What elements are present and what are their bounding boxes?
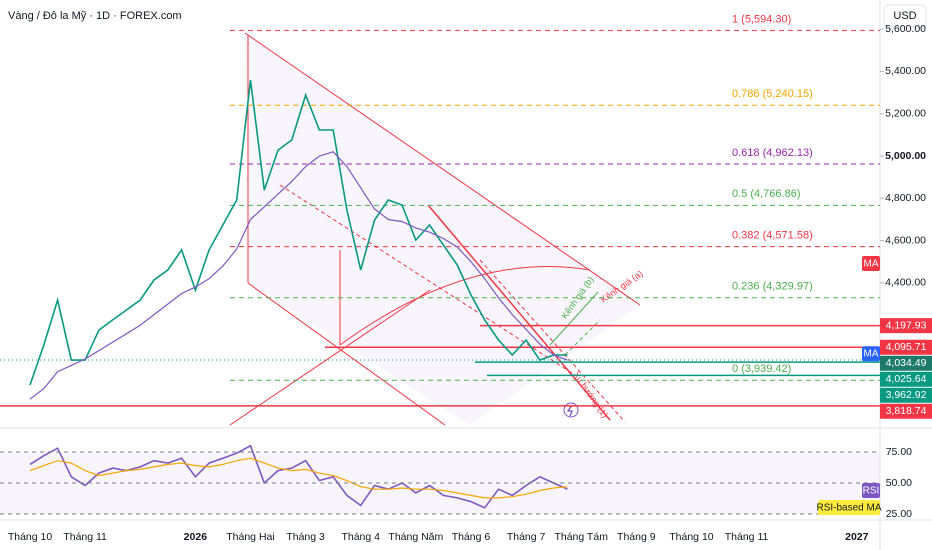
x-tick-label: Tháng 6	[452, 531, 491, 543]
ma-tag-label: MA	[864, 259, 879, 270]
price-tag	[880, 339, 932, 355]
triangle-fill	[245, 33, 640, 425]
price-tag	[880, 387, 932, 403]
y-tick-label: 4,400.00	[885, 277, 926, 289]
ma-tag	[862, 346, 880, 362]
y-tick-label: 4,600.00	[885, 234, 926, 246]
x-tick-label: Tháng 3	[286, 531, 325, 543]
fib-label: 0.236 (4,329.97)	[732, 281, 813, 293]
ma-tag	[862, 256, 880, 271]
x-tick-label: Tháng 4	[341, 531, 380, 543]
price-tag	[880, 355, 932, 371]
price-tag-label: 4,197.93	[886, 319, 927, 331]
chart-title: Vàng / Đô la Mỹ · 1D · FOREX.com	[8, 10, 182, 22]
x-tick-label: Tháng 11	[725, 531, 769, 543]
price-tag	[880, 318, 932, 334]
fib-label: 0.382 (4,571.58)	[732, 230, 813, 242]
fib-label: 0.5 (4,766.86)	[732, 188, 801, 200]
y-tick-label: 75.00	[886, 446, 912, 458]
price-tag-label: 4,034.49	[886, 357, 927, 369]
y-tick-label: 5,400.00	[885, 65, 926, 77]
price-tag	[880, 371, 932, 387]
series-line	[29, 444, 568, 509]
x-tick-label: 2027	[845, 531, 869, 543]
x-tick-label: Tháng Hai	[226, 531, 274, 543]
fib-label: 1 (5,594.30)	[732, 13, 791, 25]
series-line	[29, 151, 568, 400]
ma-tag-label: MA	[864, 348, 879, 359]
x-tick-label: Tháng 10	[8, 531, 53, 543]
x-tick-label: Tháng Năm	[388, 531, 443, 543]
channel-a	[427, 204, 611, 421]
y-tick-label: 4,800.00	[885, 192, 926, 204]
x-tick-label: 2026	[184, 531, 208, 543]
x-tick-label: Tháng Tám	[554, 531, 608, 543]
channel-mid	[279, 184, 576, 376]
price-tag	[880, 403, 932, 419]
y-tick-label: 5,600.00	[885, 23, 926, 35]
price-tag-label: 4,095.71	[886, 341, 927, 353]
currency-button[interactable]	[883, 4, 927, 28]
trend-line	[247, 282, 446, 426]
y-tick-label: 25.00	[886, 508, 912, 520]
x-tick-label: Tháng 10	[669, 531, 714, 543]
rsi-tag	[862, 483, 880, 498]
fib-label: 0 (3,939.42)	[732, 363, 791, 375]
x-tick-label: Tháng 11	[63, 531, 107, 543]
y-tick-label: 5,000.00	[885, 150, 926, 162]
trend-line	[229, 289, 431, 426]
currency: USD	[893, 10, 916, 22]
price-tag-label: 4,025.64	[886, 373, 927, 385]
channel-b	[549, 291, 599, 346]
y-tick-label: 5,200.00	[885, 108, 926, 120]
series-line	[29, 80, 568, 386]
arc	[339, 266, 591, 346]
x-tick-label: Tháng 7	[507, 531, 546, 543]
rsi-tag-label: RSI	[863, 486, 880, 497]
price-tag-label: 3,962.92	[886, 389, 927, 401]
y-tick-label: 50.00	[886, 477, 912, 489]
series-line	[29, 457, 568, 499]
x-tick-label: Tháng 9	[617, 531, 656, 543]
rsi-ma-tag	[818, 500, 880, 515]
event-icon-bolt	[566, 404, 573, 417]
channel-a-dashed	[479, 259, 626, 423]
fib-label: 0.786 (5,240.15)	[732, 88, 813, 100]
fib-label: 0.618 (4,962.13)	[732, 147, 813, 159]
price-tag-label: 3,818.74	[886, 405, 927, 417]
trend-line	[244, 32, 641, 306]
channel-b-dashed	[564, 319, 601, 356]
rsi-ma-tag-label: RSI-based MA	[816, 503, 881, 514]
